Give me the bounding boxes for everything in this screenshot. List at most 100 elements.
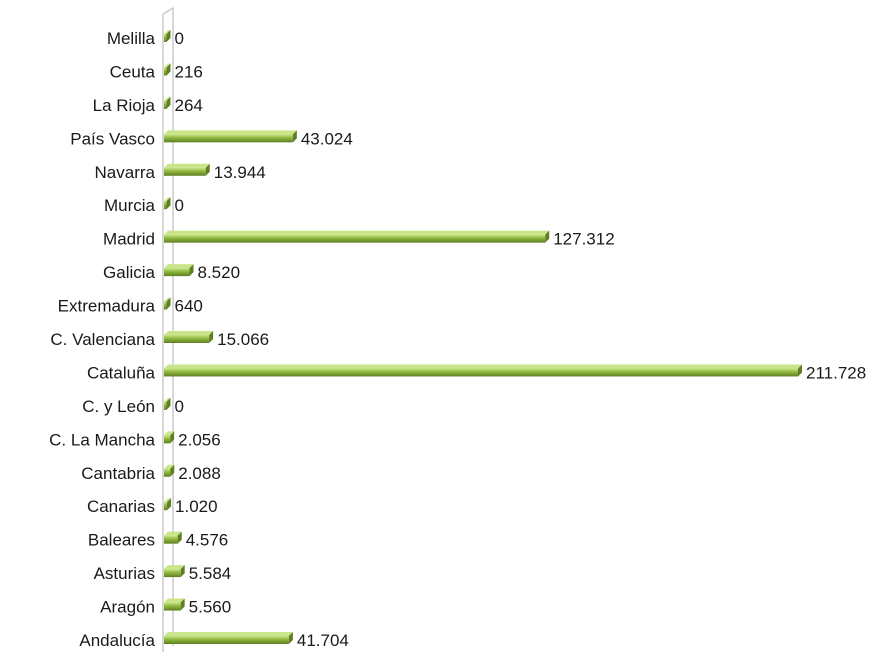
value-label: 4.576 <box>186 531 229 550</box>
category-label: Cantabria <box>81 464 155 483</box>
category-label: C. y León <box>82 397 155 416</box>
bar-front-face <box>164 335 210 343</box>
bar-end-face <box>288 632 293 644</box>
bar <box>164 632 293 644</box>
y-axis-line <box>162 6 174 652</box>
axis-layer <box>162 6 174 652</box>
bar-top-face <box>164 531 182 536</box>
value-label: 15.066 <box>217 330 269 349</box>
bar-front-face <box>164 301 167 310</box>
bar <box>164 598 185 611</box>
value-label: 2.056 <box>178 430 221 449</box>
category-label: Aragón <box>100 598 155 617</box>
bar-front-face <box>164 569 181 578</box>
bar <box>164 230 550 243</box>
bar <box>164 30 171 42</box>
bar-front-face <box>164 268 190 277</box>
bar <box>164 397 171 410</box>
bar-end-face <box>177 531 182 544</box>
value-label: 0 <box>175 29 184 48</box>
value-label: 43.024 <box>301 129 353 148</box>
category-label: C. La Mancha <box>49 430 155 449</box>
bar <box>164 297 171 310</box>
bar-front-face <box>164 602 181 611</box>
bar <box>164 163 210 176</box>
category-label: Madrid <box>103 230 155 249</box>
value-label: 8.520 <box>198 263 241 282</box>
bar-top-face <box>164 364 802 369</box>
bar-top-face <box>164 63 171 68</box>
category-label: País Vasco <box>70 129 155 148</box>
bar-front-face <box>164 167 206 176</box>
category-label: Canarias <box>87 497 155 516</box>
bar-front-face <box>164 34 167 42</box>
bar-top-face <box>164 565 185 570</box>
bar-top-face <box>164 498 172 503</box>
bars-layer <box>164 30 802 644</box>
bar-top-face <box>164 197 171 202</box>
bar-front-face <box>164 201 167 210</box>
category-label: Baleares <box>88 531 155 550</box>
bar-end-face <box>166 397 171 410</box>
bar-end-face <box>166 297 171 310</box>
category-label: Galicia <box>103 263 156 282</box>
bar-top-face <box>164 331 214 335</box>
bar <box>164 364 802 377</box>
bar <box>164 130 297 143</box>
bar-top-face <box>164 598 185 603</box>
category-label: Andalucía <box>79 631 155 650</box>
bar-end-face <box>180 565 185 578</box>
bar-front-face <box>164 368 798 377</box>
bar-front-face <box>164 468 171 477</box>
value-label: 5.560 <box>189 598 232 617</box>
bar <box>164 331 214 343</box>
bar <box>164 531 182 544</box>
category-label: C. Valenciana <box>50 330 155 349</box>
bar <box>164 197 171 210</box>
value-label: 0 <box>175 196 184 215</box>
value-label: 264 <box>175 96 203 115</box>
category-label: Melilla <box>107 29 156 48</box>
bar-end-face <box>180 598 185 611</box>
bar <box>164 264 194 277</box>
bar-top-face <box>164 230 550 235</box>
value-label: 216 <box>175 62 203 81</box>
value-label: 5.584 <box>189 564 232 583</box>
bar <box>164 565 185 578</box>
value-labels: 41.704 5.560 5.584 4.576 1.020 2.088 2.056 0 211… <box>175 29 867 650</box>
bar-top-face <box>164 431 175 436</box>
value-label: 0 <box>175 397 184 416</box>
value-label: 41.704 <box>297 631 349 650</box>
bar-top-face <box>164 397 171 402</box>
value-label: 1.020 <box>175 497 218 516</box>
bar-top-face <box>164 464 175 469</box>
bar-end-face <box>166 63 171 76</box>
bar-top-face <box>164 163 210 168</box>
category-labels: Andalucía Aragón Asturias Baleares Canarias C… <box>49 29 155 650</box>
bar-top-face <box>164 264 194 269</box>
bar-top-face <box>164 130 297 135</box>
bar-top-face <box>164 632 293 636</box>
bar-end-face <box>205 163 210 176</box>
category-label: Murcia <box>104 196 156 215</box>
value-label: 640 <box>175 297 203 316</box>
bar-end-face <box>170 431 175 444</box>
bar-end-face <box>798 364 802 377</box>
bar-top-face <box>164 30 171 34</box>
bar <box>164 431 175 444</box>
bar-top-face <box>164 297 171 302</box>
category-label: Cataluña <box>87 363 156 382</box>
bar-front-face <box>164 535 178 544</box>
category-label: Ceuta <box>110 62 156 81</box>
bar-end-face <box>209 331 214 343</box>
category-label: Asturias <box>94 564 155 583</box>
category-label: La Rioja <box>93 96 156 115</box>
bar-front-face <box>164 134 293 143</box>
bar-end-face <box>166 96 171 109</box>
bar-front-face <box>164 401 167 410</box>
bar-front-face <box>164 100 167 109</box>
bar-end-face <box>166 197 171 210</box>
category-label: Extremadura <box>58 297 156 316</box>
category-label: Navarra <box>95 163 156 182</box>
